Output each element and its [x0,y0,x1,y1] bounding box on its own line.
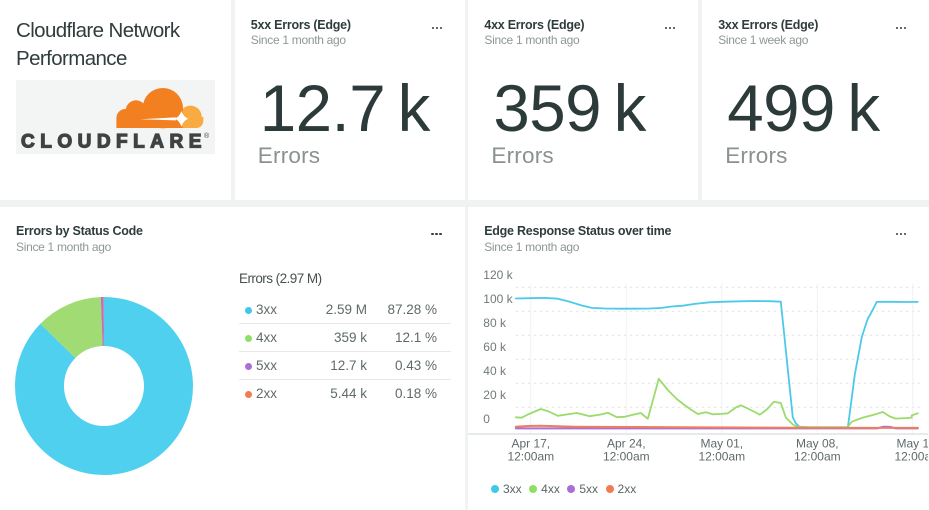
svg-text:May 1: May 1 [897,436,929,450]
svg-text:12:00am: 12:00am [699,449,746,463]
svg-text:May 08,: May 08, [796,436,839,450]
svg-text:Apr 17,: Apr 17, [512,436,551,450]
svg-text:80 k: 80 k [483,315,507,329]
svg-text:Apr 24,: Apr 24, [607,436,646,450]
svg-text:May 01,: May 01, [701,436,744,450]
svg-text:12:00a: 12:00a [895,449,929,463]
svg-text:100 k: 100 k [483,291,513,305]
svg-text:12:00am: 12:00am [508,449,555,463]
svg-text:60 k: 60 k [483,339,507,353]
svg-text:12:00am: 12:00am [603,449,650,463]
svg-text:CLOUDFLARE: CLOUDFLARE [21,132,207,153]
svg-text:40 k: 40 k [483,364,507,378]
svg-text:120 k: 120 k [483,267,513,281]
svg-text:0: 0 [483,412,490,426]
svg-text:20 k: 20 k [483,388,507,402]
svg-text:®: ® [204,132,210,140]
svg-text:12:00am: 12:00am [794,449,841,463]
